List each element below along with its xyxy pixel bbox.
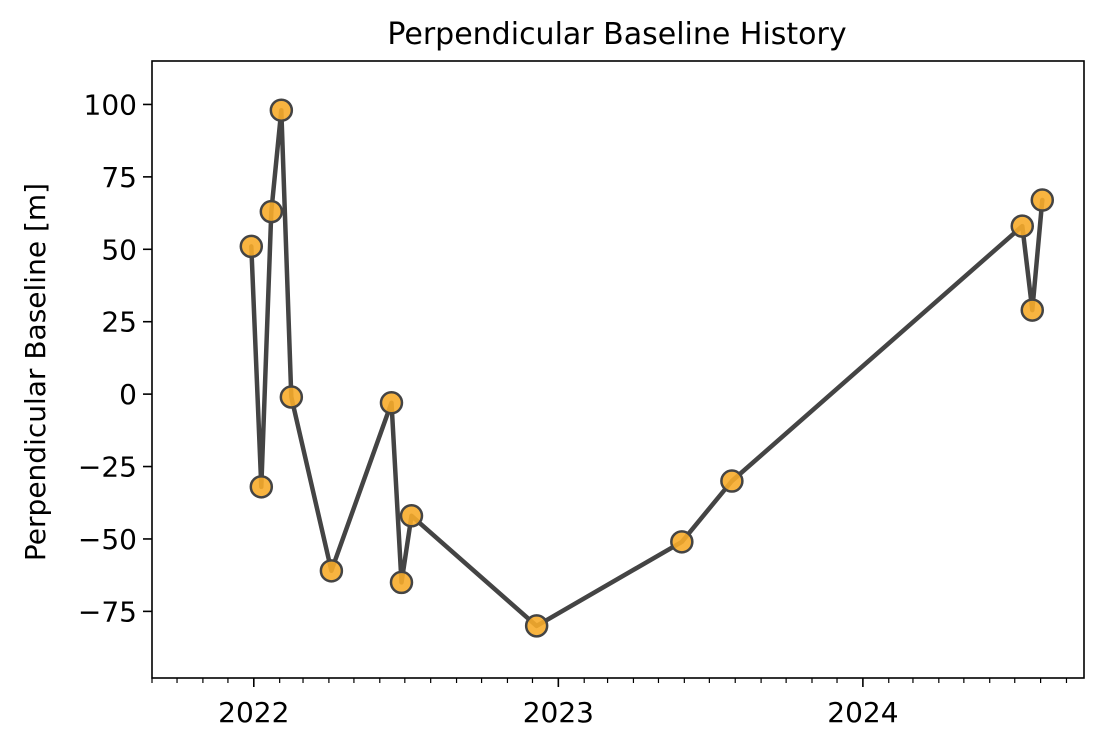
data-point: [399, 504, 424, 528]
data-point: [1030, 188, 1055, 212]
y-axis-ticks: 100 75 50 25 0 −25 −50 −75: [78, 88, 152, 628]
y-tick-label: 0: [119, 378, 137, 411]
data-point: [1010, 214, 1035, 238]
y-axis-label: Perpendicular Baseline [m]: [19, 183, 52, 561]
data-point: [239, 234, 264, 259]
data-point: [269, 98, 294, 122]
chart-title: Perpendicular Baseline History: [387, 17, 846, 52]
y-tick-label: 100: [84, 88, 137, 121]
y-tick-label: −75: [78, 595, 137, 628]
data-point: [670, 530, 694, 554]
series-line: [249, 107, 1045, 629]
data-point: [259, 199, 284, 224]
y-tick-label: −50: [78, 523, 137, 556]
data-point: [1020, 298, 1045, 322]
data-point: [379, 391, 404, 415]
y-tick-label: 75: [101, 161, 137, 194]
data-point: [720, 469, 744, 493]
plot-frame: [151, 60, 1085, 679]
x-tick-label: 2023: [523, 696, 594, 729]
data-point: [319, 559, 344, 583]
x-tick-label: 2024: [827, 696, 898, 729]
data-point: [524, 614, 549, 638]
data-point: [279, 385, 304, 409]
y-tick-label: −25: [78, 451, 137, 484]
y-tick-label: 25: [101, 306, 137, 339]
x-axis-ticks: 2022 2023 2024: [151, 678, 1068, 729]
data-point: [249, 475, 274, 499]
x-tick-label: 2022: [218, 696, 289, 729]
y-tick-label: 50: [101, 233, 137, 266]
data-point: [389, 570, 414, 595]
series-layer: [239, 98, 1055, 638]
